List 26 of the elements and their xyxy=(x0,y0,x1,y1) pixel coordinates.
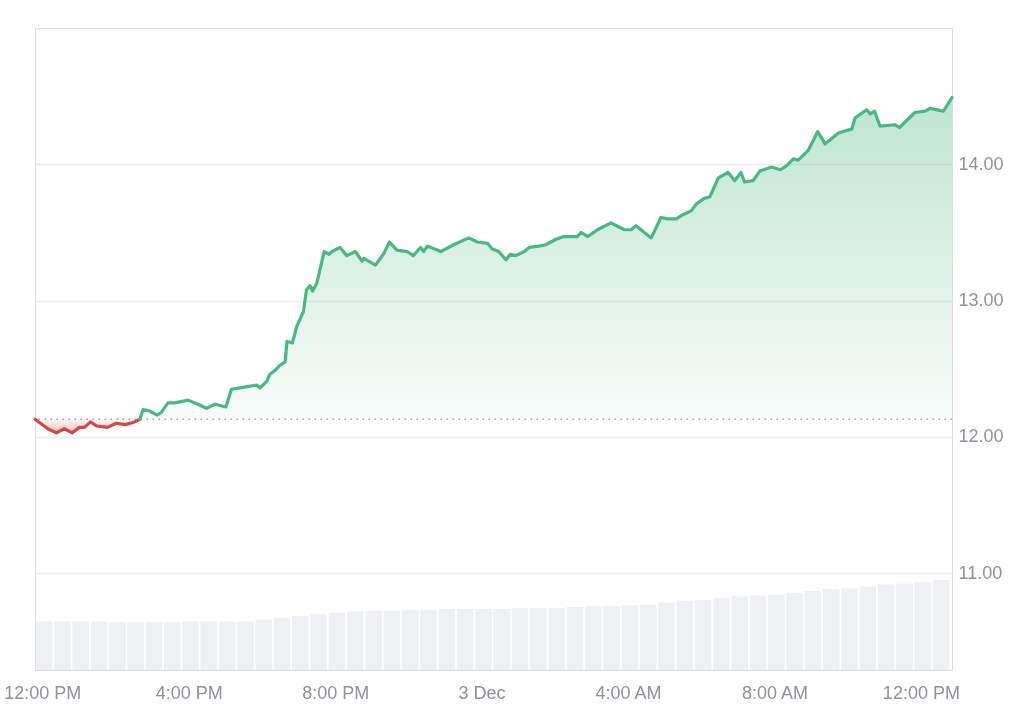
x-tick-label: 3 Dec xyxy=(458,682,506,703)
bar xyxy=(145,622,163,670)
bar xyxy=(456,608,474,670)
bar xyxy=(383,610,401,670)
x-tick-label: 12:00 PM xyxy=(882,682,960,703)
x-tick-label: 4:00 PM xyxy=(155,682,223,703)
bar xyxy=(877,584,895,670)
x-tick-label: 12:00 PM xyxy=(4,682,82,703)
bar xyxy=(90,621,108,670)
y-tick-label: 14.00 xyxy=(958,153,1004,174)
bar xyxy=(273,617,291,670)
bar xyxy=(328,612,346,670)
bar xyxy=(621,605,639,670)
x-tick-label: 4:00 AM xyxy=(595,682,662,703)
bar xyxy=(566,607,584,670)
bar xyxy=(932,580,950,670)
y-tick-label: 12.00 xyxy=(958,426,1004,447)
y-tick-label: 11.00 xyxy=(958,562,1003,583)
y-tick-label: 13.00 xyxy=(958,290,1004,311)
x-tick-label: 8:00 PM xyxy=(302,682,370,703)
bar xyxy=(200,621,218,670)
bar xyxy=(511,607,529,670)
bar xyxy=(804,590,822,670)
bar xyxy=(749,595,767,670)
bar xyxy=(694,599,712,670)
x-tick-label: 8:00 AM xyxy=(741,682,808,703)
